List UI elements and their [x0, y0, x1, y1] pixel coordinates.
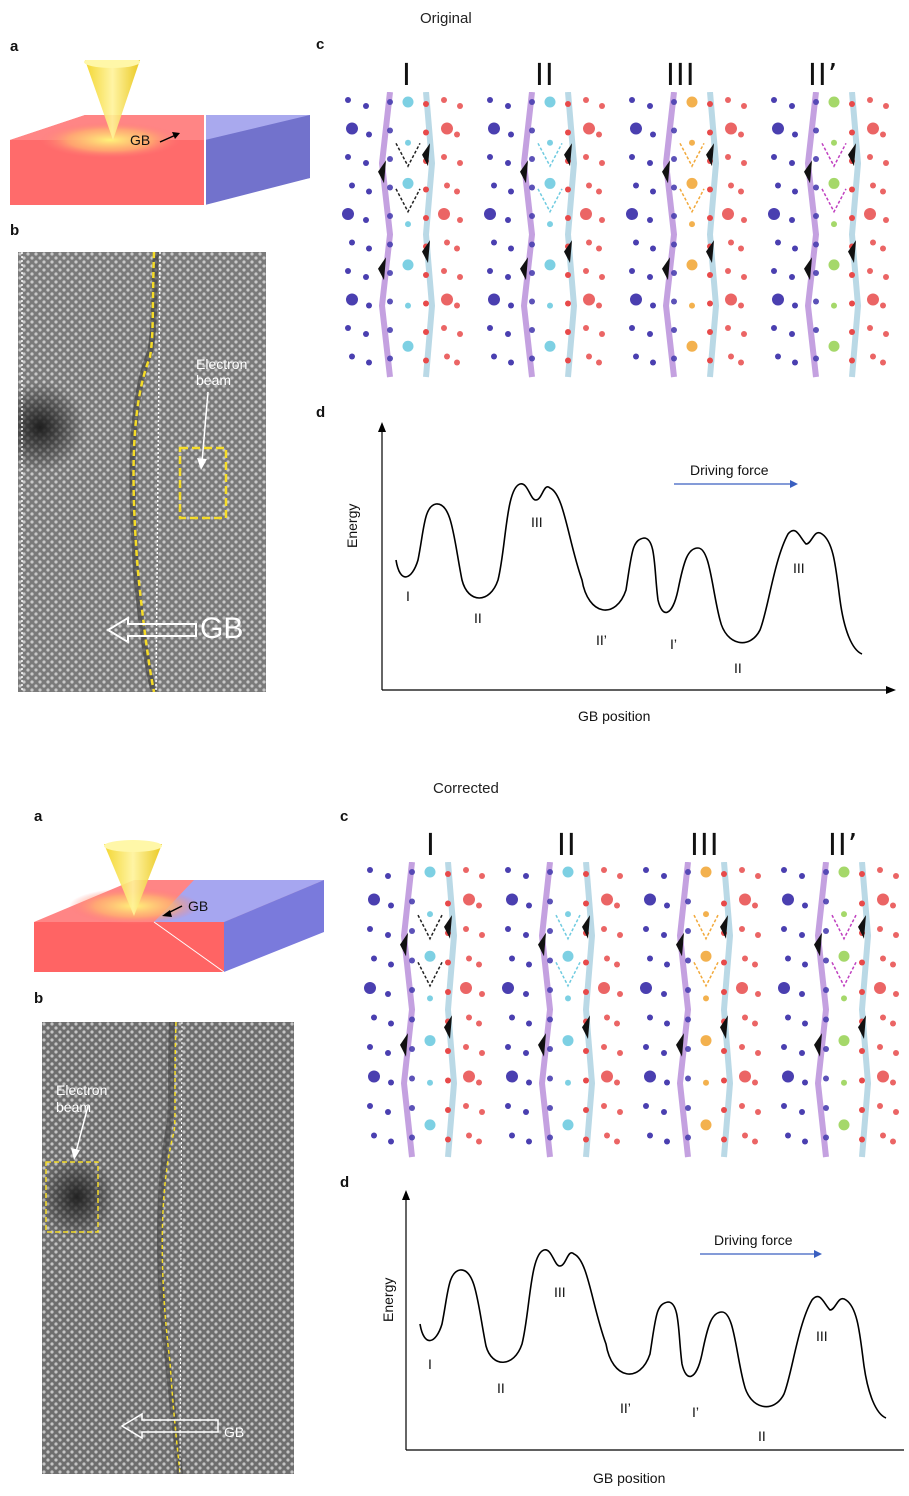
structure-column-4 — [768, 92, 889, 378]
original-c-col3-label: III — [666, 58, 696, 93]
corrected-label-b: b — [34, 990, 44, 1007]
corrected-d-arrow-label: Driving force — [714, 1232, 793, 1248]
structure-column-3 — [626, 92, 747, 378]
original-d-state-4: II’ — [596, 632, 607, 648]
corrected-d-state-4: II’ — [620, 1400, 631, 1416]
corrected-panel-a-schematic — [34, 840, 324, 973]
corrected-header: Corrected — [433, 780, 499, 797]
original-d-state-5: I’ — [670, 636, 677, 652]
structure-column-1 — [342, 92, 463, 378]
original-panel-c-structures — [342, 92, 889, 378]
corrected-c-col2-label: II — [557, 828, 577, 863]
original-label-b: b — [10, 222, 20, 239]
original-d-state-2: III — [531, 514, 543, 530]
corrected-label-d: d — [340, 1174, 350, 1191]
original-b-gb-label: GB — [200, 612, 244, 645]
original-a-gb-label: GB — [130, 132, 151, 148]
structure-column-3 — [640, 862, 761, 1158]
original-panel-d-energy-plot — [378, 422, 896, 694]
original-header: Original — [420, 10, 472, 27]
corrected-label-a: a — [34, 808, 43, 825]
corrected-label-c: c — [340, 808, 349, 825]
corrected-panel-d-energy-plot — [402, 1190, 904, 1451]
beam-label-line1: Electron — [196, 356, 248, 372]
corrected-a-gb-label: GB — [188, 898, 209, 914]
original-c-col1-label: I — [402, 58, 412, 93]
original-label-d: d — [316, 404, 326, 421]
original-panel-a-schematic — [10, 60, 310, 205]
corrected-d-state-6: II — [758, 1428, 766, 1444]
corrected-panel-c-structures — [364, 862, 899, 1158]
original-c-col4-label: II’ — [808, 58, 839, 93]
corrected-d-ylabel: Energy — [380, 1277, 396, 1322]
original-d-xlabel: GB position — [578, 708, 651, 724]
corrected-panel-b-micrograph — [42, 1022, 294, 1474]
original-d-state-7: III — [793, 560, 805, 576]
corrected-d-state-2: III — [554, 1284, 566, 1300]
original-d-state-3: II — [474, 610, 482, 626]
structure-column-1 — [364, 862, 485, 1158]
corrected-b-gb-label: GB — [224, 1424, 245, 1440]
corrected-d-state-7: III — [816, 1328, 828, 1344]
original-c-col2-label: II — [535, 58, 555, 93]
corrected-d-state-5: I’ — [692, 1404, 699, 1420]
structure-column-4 — [778, 862, 899, 1158]
original-d-state-6: II — [734, 660, 742, 676]
beam-label-line2: beam — [56, 1099, 92, 1115]
original-d-state-1: I — [406, 588, 410, 604]
beam-label-line2: beam — [196, 372, 232, 388]
structure-column-2 — [484, 92, 605, 378]
corrected-d-state-1: I — [428, 1356, 432, 1372]
corrected-c-col4-label: II’ — [828, 828, 859, 863]
corrected-b-beam-label: Electron beam — [56, 1082, 107, 1116]
corrected-d-xlabel: GB position — [593, 1470, 666, 1486]
original-d-arrow-label: Driving force — [690, 462, 769, 478]
structure-column-2 — [502, 862, 623, 1158]
corrected-c-col1-label: I — [426, 828, 436, 863]
original-label-c: c — [316, 36, 325, 53]
original-panel-b-micrograph — [18, 252, 266, 692]
energy-curve — [419, 1249, 887, 1419]
original-d-ylabel: Energy — [344, 503, 360, 548]
beam-label-line1: Electron — [56, 1082, 108, 1098]
energy-curve — [395, 483, 863, 655]
original-label-a: a — [10, 38, 19, 55]
corrected-d-state-3: II — [497, 1380, 505, 1396]
original-b-beam-label: Electron beam — [196, 356, 247, 388]
corrected-c-col3-label: III — [690, 828, 720, 863]
